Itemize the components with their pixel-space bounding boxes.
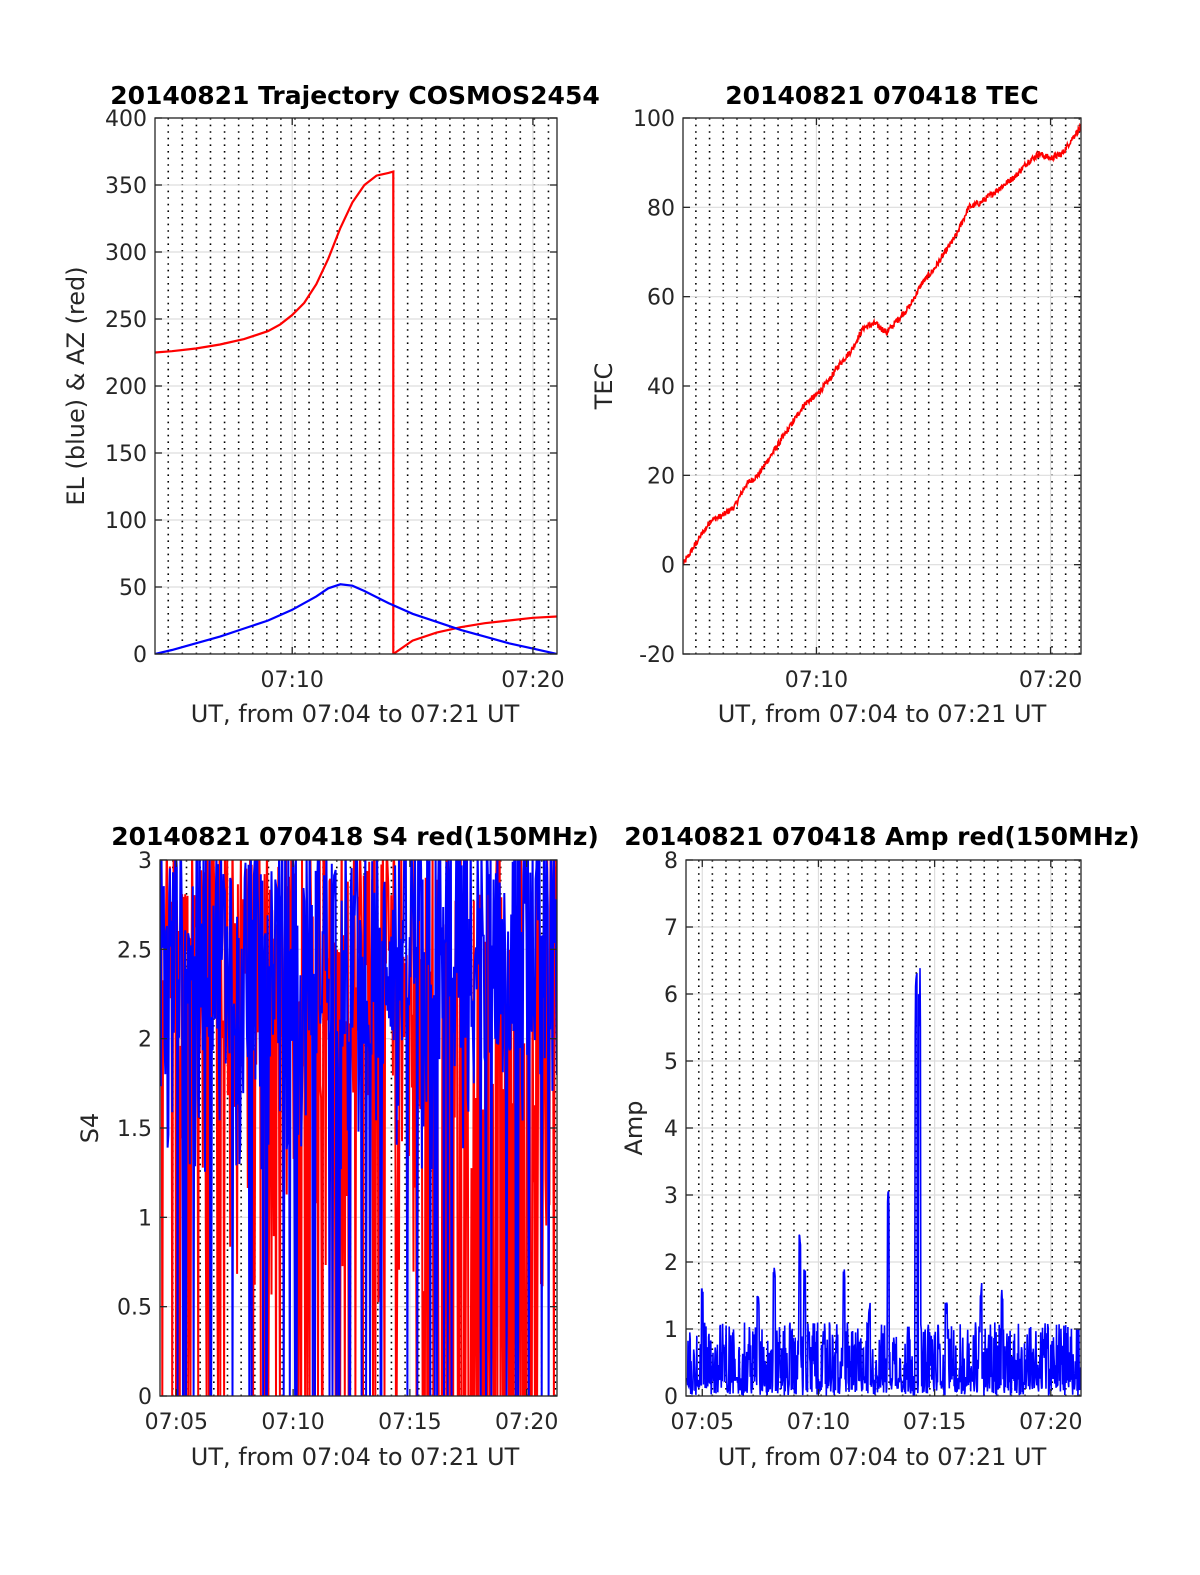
trajectory-panel: 20140821 Trajectory COSMOS2454 UT, from … [62, 81, 600, 728]
trajectory-xtick-label: 07:20 [501, 668, 564, 693]
amp-panel: 20140821 070418 Amp red(150MHz) UT, from… [620, 822, 1140, 1471]
tec-ytick-label: 20 [647, 464, 675, 489]
trajectory-series-red [155, 170, 557, 654]
tec-xtick-label: 07:20 [1019, 668, 1082, 693]
s4-xtick-label: 07:05 [145, 1410, 208, 1435]
amp-title: 20140821 070418 Amp red(150MHz) [624, 822, 1140, 851]
amp-ytick-label: 0 [664, 1385, 678, 1410]
s4-title: 20140821 070418 S4 red(150MHz) [111, 822, 599, 851]
amp-xtick-label: 07:05 [671, 1410, 734, 1435]
tec-ytick-label: 60 [647, 286, 675, 311]
amp-ytick-label: 2 [664, 1251, 678, 1276]
trajectory-ytick-label: 200 [105, 375, 147, 400]
trajectory-series-blue [155, 583, 557, 654]
trajectory-ytick-label: 400 [105, 107, 147, 132]
amp-ytick-label: 6 [664, 983, 678, 1008]
trajectory-xlabel: UT, from 07:04 to 07:21 UT [191, 700, 520, 728]
amp-ylabel: Amp [620, 1100, 648, 1155]
trajectory-xtick-label: 07:10 [261, 668, 324, 693]
tec-panel: 20140821 070418 TEC UT, from 07:04 to 07… [590, 81, 1082, 728]
tec-data [683, 122, 1081, 566]
trajectory-data [155, 170, 557, 654]
trajectory-ylabel: EL (blue) & AZ (red) [62, 266, 90, 505]
tec-title: 20140821 070418 TEC [725, 81, 1038, 110]
amp-ytick-label: 8 [664, 849, 678, 874]
s4-xlabel: UT, from 07:04 to 07:21 UT [191, 1443, 520, 1471]
s4-data [160, 860, 557, 1396]
s4-ylabel: S4 [76, 1113, 104, 1144]
amp-ytick-label: 3 [664, 1184, 678, 1209]
s4-series-blue [160, 860, 557, 1396]
s4-ytick-label: 0.5 [117, 1296, 152, 1321]
trajectory-ytick-label: 0 [133, 643, 147, 668]
amp-xtick-label: 07:20 [1019, 1410, 1082, 1435]
trajectory-ytick-label: 50 [119, 576, 147, 601]
s4-ytick-label: 0 [138, 1385, 152, 1410]
trajectory-ytick-label: 150 [105, 442, 147, 467]
s4-ytick-label: 1 [138, 1206, 152, 1231]
s4-xtick-label: 07:15 [378, 1410, 441, 1435]
s4-xtick-label: 07:20 [495, 1410, 558, 1435]
amp-xtick-label: 07:15 [903, 1410, 966, 1435]
trajectory-title: 20140821 Trajectory COSMOS2454 [110, 81, 600, 110]
amp-series-blue [686, 968, 1081, 1396]
amp-xlabel: UT, from 07:04 to 07:21 UT [718, 1443, 1047, 1471]
s4-xtick-label: 07:10 [261, 1410, 324, 1435]
tec-ytick-label: 0 [661, 554, 675, 579]
tec-ytick-label: 100 [633, 107, 675, 132]
s4-ytick-label: 1.5 [117, 1117, 152, 1142]
tec-ytick-label: 80 [647, 196, 675, 221]
tec-ytick-label: -20 [639, 643, 675, 668]
amp-ytick-label: 7 [664, 916, 678, 941]
trajectory-ytick-label: 250 [105, 308, 147, 333]
trajectory-ytick-label: 100 [105, 509, 147, 534]
tec-xtick-label: 07:10 [785, 668, 848, 693]
s4-ytick-label: 2.5 [117, 938, 152, 963]
tec-ylabel: TEC [590, 363, 618, 411]
tec-ytick-label: 40 [647, 375, 675, 400]
s4-panel: 20140821 070418 S4 red(150MHz) UT, from … [76, 822, 599, 1471]
amp-ytick-label: 1 [664, 1318, 678, 1343]
amp-ytick-label: 4 [664, 1117, 678, 1142]
amp-xtick-label: 07:10 [787, 1410, 850, 1435]
trajectory-ytick-label: 350 [105, 174, 147, 199]
amp-ytick-label: 5 [664, 1050, 678, 1075]
s4-ytick-label: 3 [138, 849, 152, 874]
amp-data [686, 968, 1081, 1396]
trajectory-ytick-label: 300 [105, 241, 147, 266]
s4-ytick-label: 2 [138, 1028, 152, 1053]
tec-xlabel: UT, from 07:04 to 07:21 UT [718, 700, 1047, 728]
tec-series-red [683, 122, 1081, 566]
